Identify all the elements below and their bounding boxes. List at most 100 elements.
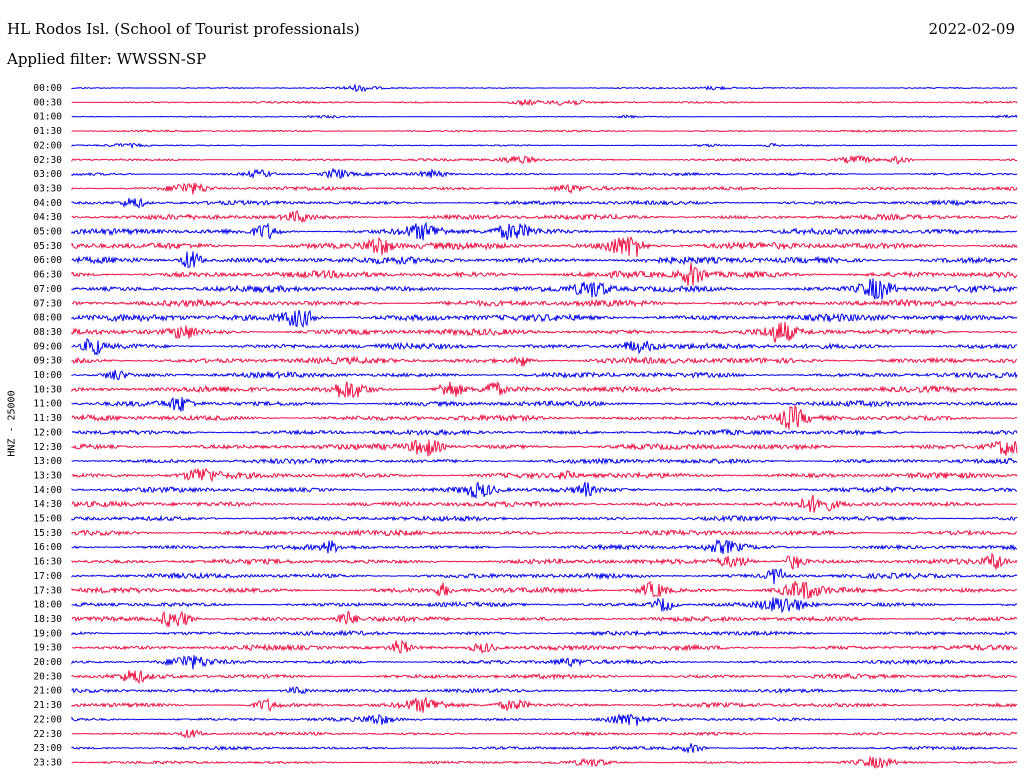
tick-label-0800: 08:00 [33, 313, 62, 324]
tick-label-1930: 19:30 [33, 643, 62, 654]
tick-label-2300: 23:00 [33, 743, 62, 754]
tick-label-0200: 02:00 [33, 140, 62, 151]
tick-label-2230: 22:30 [33, 729, 62, 740]
tick-label-1300: 13:00 [33, 456, 62, 467]
trace-1530 [71, 528, 1018, 538]
trace-0730 [71, 298, 1018, 308]
tick-label-0000: 00:00 [33, 83, 62, 94]
trace-1130 [71, 404, 1018, 430]
tick-label-2030: 20:30 [33, 671, 62, 682]
trace-1000 [71, 369, 1018, 381]
tick-label-0300: 03:00 [33, 169, 62, 180]
tick-label-0330: 03:30 [33, 183, 62, 194]
tick-label-0430: 04:30 [33, 212, 62, 223]
trace-1330 [71, 467, 1018, 483]
trace-1400 [71, 481, 1018, 500]
trace-1730 [71, 580, 1018, 599]
trace-0930 [71, 355, 1018, 367]
trace-2100 [71, 686, 1018, 695]
trace-0900 [71, 338, 1018, 356]
trace-1230 [71, 439, 1018, 457]
trace-1200 [71, 428, 1018, 437]
station-title: HL Rodos Isl. (School of Tourist profess… [7, 20, 360, 38]
trace-2130 [71, 696, 1017, 713]
tick-label-1200: 12:00 [33, 427, 62, 438]
tick-label-2330: 23:30 [33, 757, 62, 768]
trace-1900 [71, 629, 1018, 637]
tick-label-0600: 06:00 [33, 255, 62, 266]
trace-0830 [71, 321, 1018, 343]
tick-label-1700: 17:00 [33, 571, 62, 582]
trace-0000 [71, 83, 1018, 93]
tick-label-0700: 07:00 [33, 284, 62, 295]
tick-label-0100: 01:00 [33, 112, 62, 123]
trace-1630 [71, 552, 1018, 571]
trace-2000 [71, 655, 1018, 670]
trace-0200 [71, 142, 1018, 150]
trace-1830 [71, 610, 1018, 628]
tick-label-1330: 13:30 [33, 470, 62, 481]
tick-label-1400: 14:00 [33, 485, 62, 496]
applied-filter: Applied filter: WWSSN-SP [7, 50, 207, 68]
tick-label-0500: 05:00 [33, 227, 62, 238]
tick-label-0030: 00:30 [33, 97, 62, 108]
tick-label-2100: 21:00 [33, 686, 62, 697]
trace-0230 [71, 154, 1017, 165]
tick-label-0900: 09:00 [33, 341, 62, 352]
trace-0300 [71, 167, 1018, 180]
trace-0500 [71, 221, 1017, 241]
tick-label-1600: 16:00 [33, 542, 62, 553]
trace-0800 [71, 309, 1018, 329]
trace-1930 [71, 639, 1018, 655]
trace-2300 [71, 743, 1018, 753]
tick-label-0930: 09:30 [33, 356, 62, 367]
tick-label-1830: 18:30 [33, 614, 62, 625]
trace-1300 [71, 457, 1018, 466]
trace-0600 [71, 251, 1018, 268]
trace-0630 [71, 262, 1018, 286]
trace-0330 [71, 182, 1018, 195]
trace-2030 [71, 670, 1018, 685]
trace-0030 [71, 98, 1018, 108]
tick-label-1430: 14:30 [33, 499, 62, 510]
trace-0430 [71, 209, 1018, 224]
tick-label-1900: 19:00 [33, 628, 62, 639]
tick-label-0130: 01:30 [33, 126, 62, 137]
tick-label-1500: 15:00 [33, 514, 62, 525]
tick-label-0630: 06:30 [33, 270, 62, 281]
tick-label-0230: 02:30 [33, 155, 62, 166]
trace-1800 [71, 597, 1018, 614]
time-tick-labels: 00:00 00:30 01:00 01:30 02:00 02:30 03:00 03:30… [33, 83, 62, 768]
trace-1600 [71, 538, 1018, 555]
tick-label-1030: 10:30 [33, 384, 62, 395]
tick-label-1230: 12:30 [33, 442, 62, 453]
tick-label-1130: 11:30 [33, 413, 62, 424]
tick-label-1730: 17:30 [33, 585, 62, 596]
trace-0530 [71, 235, 1018, 257]
tick-label-1800: 18:00 [33, 600, 62, 611]
tick-label-0530: 05:30 [33, 241, 62, 252]
tick-label-0400: 04:00 [33, 198, 62, 209]
trace-1500 [71, 514, 1018, 523]
trace-1100 [71, 396, 1018, 412]
tick-label-1630: 16:30 [33, 557, 62, 568]
trace-0130 [71, 129, 1018, 133]
trace-0100 [71, 114, 1018, 119]
trace-2200 [71, 713, 1018, 726]
tick-label-2200: 22:00 [33, 714, 62, 725]
tick-label-1530: 15:30 [33, 528, 62, 539]
tick-label-1100: 11:00 [33, 399, 62, 410]
tick-label-0730: 07:30 [33, 298, 62, 309]
trace-0400 [71, 197, 1018, 209]
trace-0700 [71, 278, 1018, 300]
record-date: 2022-02-09 [928, 20, 1015, 38]
seismic-traces [71, 83, 1018, 769]
tick-label-2000: 20:00 [33, 657, 62, 668]
trace-2330 [71, 755, 1018, 769]
tick-label-0830: 08:30 [33, 327, 62, 338]
trace-1430 [71, 494, 1018, 513]
tick-label-1000: 10:00 [33, 370, 62, 381]
trace-1700 [71, 567, 1018, 585]
trace-1030 [71, 380, 1018, 399]
